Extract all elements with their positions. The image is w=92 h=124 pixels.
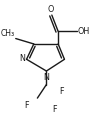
Text: F: F bbox=[25, 101, 29, 110]
Text: O: O bbox=[48, 5, 54, 14]
Text: CH₃: CH₃ bbox=[1, 29, 15, 38]
Text: F: F bbox=[52, 105, 56, 114]
Text: F: F bbox=[59, 87, 64, 96]
Text: N: N bbox=[44, 73, 49, 82]
Text: N: N bbox=[19, 54, 25, 63]
Text: OH: OH bbox=[78, 27, 90, 36]
